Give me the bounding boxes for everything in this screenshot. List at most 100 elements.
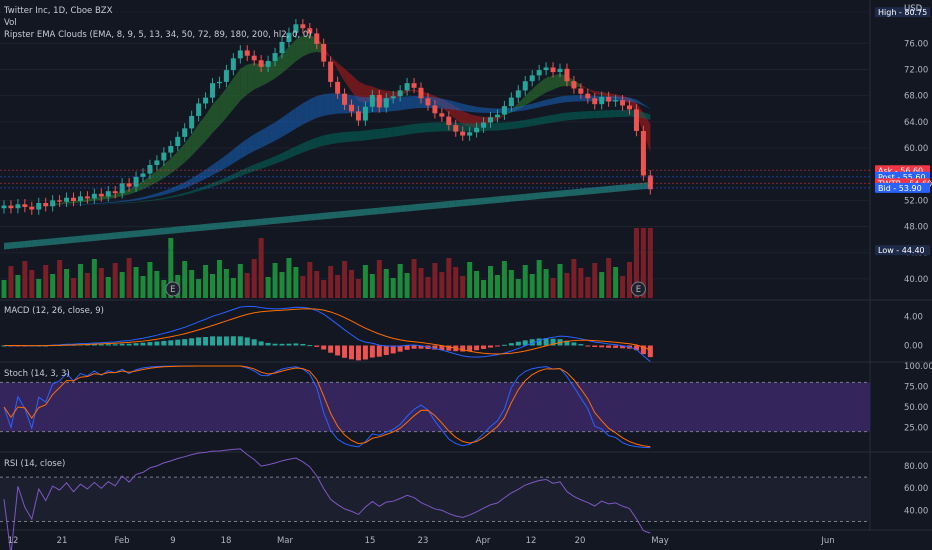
volume-bar	[418, 268, 424, 298]
volume-bar	[376, 260, 382, 298]
ema-cloud-long	[122, 231, 130, 239]
volume-bar	[627, 262, 632, 298]
ema-cloud-long	[17, 240, 25, 249]
ema-cloud-long	[302, 214, 310, 222]
candle	[216, 81, 222, 84]
ema-cloud-long	[421, 202, 428, 211]
price-axis-label: 68.00	[904, 92, 928, 102]
candle	[98, 193, 104, 197]
volume-bar	[182, 261, 188, 298]
ema-cloud-long	[455, 199, 463, 207]
candle	[383, 98, 389, 108]
ema-cloud-long	[337, 210, 345, 219]
low-price-tag	[875, 245, 930, 256]
macd-histogram-bar	[300, 343, 306, 346]
volume-bar	[481, 280, 487, 298]
ema-cloud-mid	[295, 103, 303, 129]
ema-cloud-fast	[532, 82, 540, 102]
candle	[606, 96, 612, 102]
candle	[439, 113, 445, 117]
ema-cloud-long	[233, 220, 241, 228]
ema-cloud-slow	[122, 202, 130, 204]
candle	[29, 206, 35, 210]
volume-bar	[613, 267, 619, 298]
ema-cloud-mid	[518, 105, 526, 112]
volume-bar	[355, 279, 361, 298]
date-axis-label: Feb	[114, 536, 129, 546]
ema-cloud-long	[476, 197, 484, 205]
macd-histogram-bar	[244, 337, 250, 346]
volume-bar	[230, 278, 236, 298]
volume-bar	[633, 228, 639, 298]
macd-histogram-bar	[272, 343, 278, 346]
volume-bar	[189, 270, 195, 298]
volume-bar	[15, 275, 21, 298]
ema-cloud-slow	[108, 203, 116, 205]
macd-histogram-bar	[189, 338, 195, 346]
volume-bar	[321, 280, 327, 298]
ema-cloud-slow	[546, 114, 554, 124]
candle	[453, 125, 459, 132]
stoch-axis-label: 75.00	[904, 383, 928, 393]
ema-cloud-mid	[156, 190, 164, 197]
volume-bar	[536, 260, 542, 298]
ema-cloud-slow	[421, 122, 428, 133]
macd-histogram-bar	[446, 345, 452, 351]
date-axis-label: 23	[418, 536, 429, 546]
candle	[620, 100, 626, 106]
ema-cloud-slow	[553, 113, 560, 123]
volume-bar	[77, 264, 83, 298]
volume-bar	[467, 262, 473, 298]
volume-bar	[397, 264, 403, 298]
macd-histogram-bar	[230, 336, 236, 346]
volume-bar	[640, 228, 646, 298]
candle	[349, 104, 354, 112]
macd-histogram-bar	[314, 345, 320, 347]
stoch-d-line	[3, 365, 651, 448]
candle	[64, 197, 70, 202]
candle	[481, 122, 487, 128]
ema-cloud-long	[10, 241, 18, 249]
volume-bar	[571, 259, 577, 298]
ema-cloud-long	[504, 195, 512, 203]
ema-cloud-long	[143, 229, 150, 237]
candle	[126, 183, 132, 187]
ema-cloud-mid	[212, 160, 220, 176]
candle	[210, 83, 215, 98]
ema-cloud-slow	[170, 194, 178, 198]
ema-cloud-slow	[275, 153, 282, 164]
candle	[36, 202, 42, 210]
ema-cloud-fast	[226, 78, 234, 118]
ema-cloud-slow	[323, 133, 331, 146]
rsi-axis-label: 80.00	[904, 462, 928, 472]
ema-cloud-fast	[351, 74, 359, 102]
ema-cloud-slow	[434, 122, 442, 132]
ema-cloud-fast	[219, 88, 227, 126]
candle	[293, 24, 299, 33]
candle	[189, 115, 195, 129]
ema-cloud-mid	[177, 182, 185, 191]
ema-cloud-long	[525, 193, 533, 201]
volume-bar	[342, 261, 348, 298]
macd-histogram-bar	[501, 344, 507, 346]
candle	[43, 202, 49, 207]
volume-bar	[237, 264, 243, 298]
macd-histogram-bar	[216, 336, 222, 346]
macd-histogram-bar	[564, 340, 570, 346]
ema-cloud-long	[101, 233, 109, 241]
volume-bar	[112, 263, 118, 298]
ema-cloud-slow	[407, 124, 415, 135]
ema-cloud-slow	[580, 111, 588, 120]
ema-cloud-fast	[601, 91, 609, 98]
candle	[251, 55, 257, 61]
ema-cloud-long	[608, 185, 616, 193]
candle	[432, 105, 438, 114]
candle	[627, 105, 632, 110]
rsi-band	[0, 477, 870, 522]
ema-cloud-slow	[608, 110, 616, 118]
rsi-line	[3, 448, 651, 550]
ema-cloud-slow	[233, 170, 241, 180]
candle	[196, 103, 202, 116]
ema-cloud-long	[427, 202, 435, 210]
